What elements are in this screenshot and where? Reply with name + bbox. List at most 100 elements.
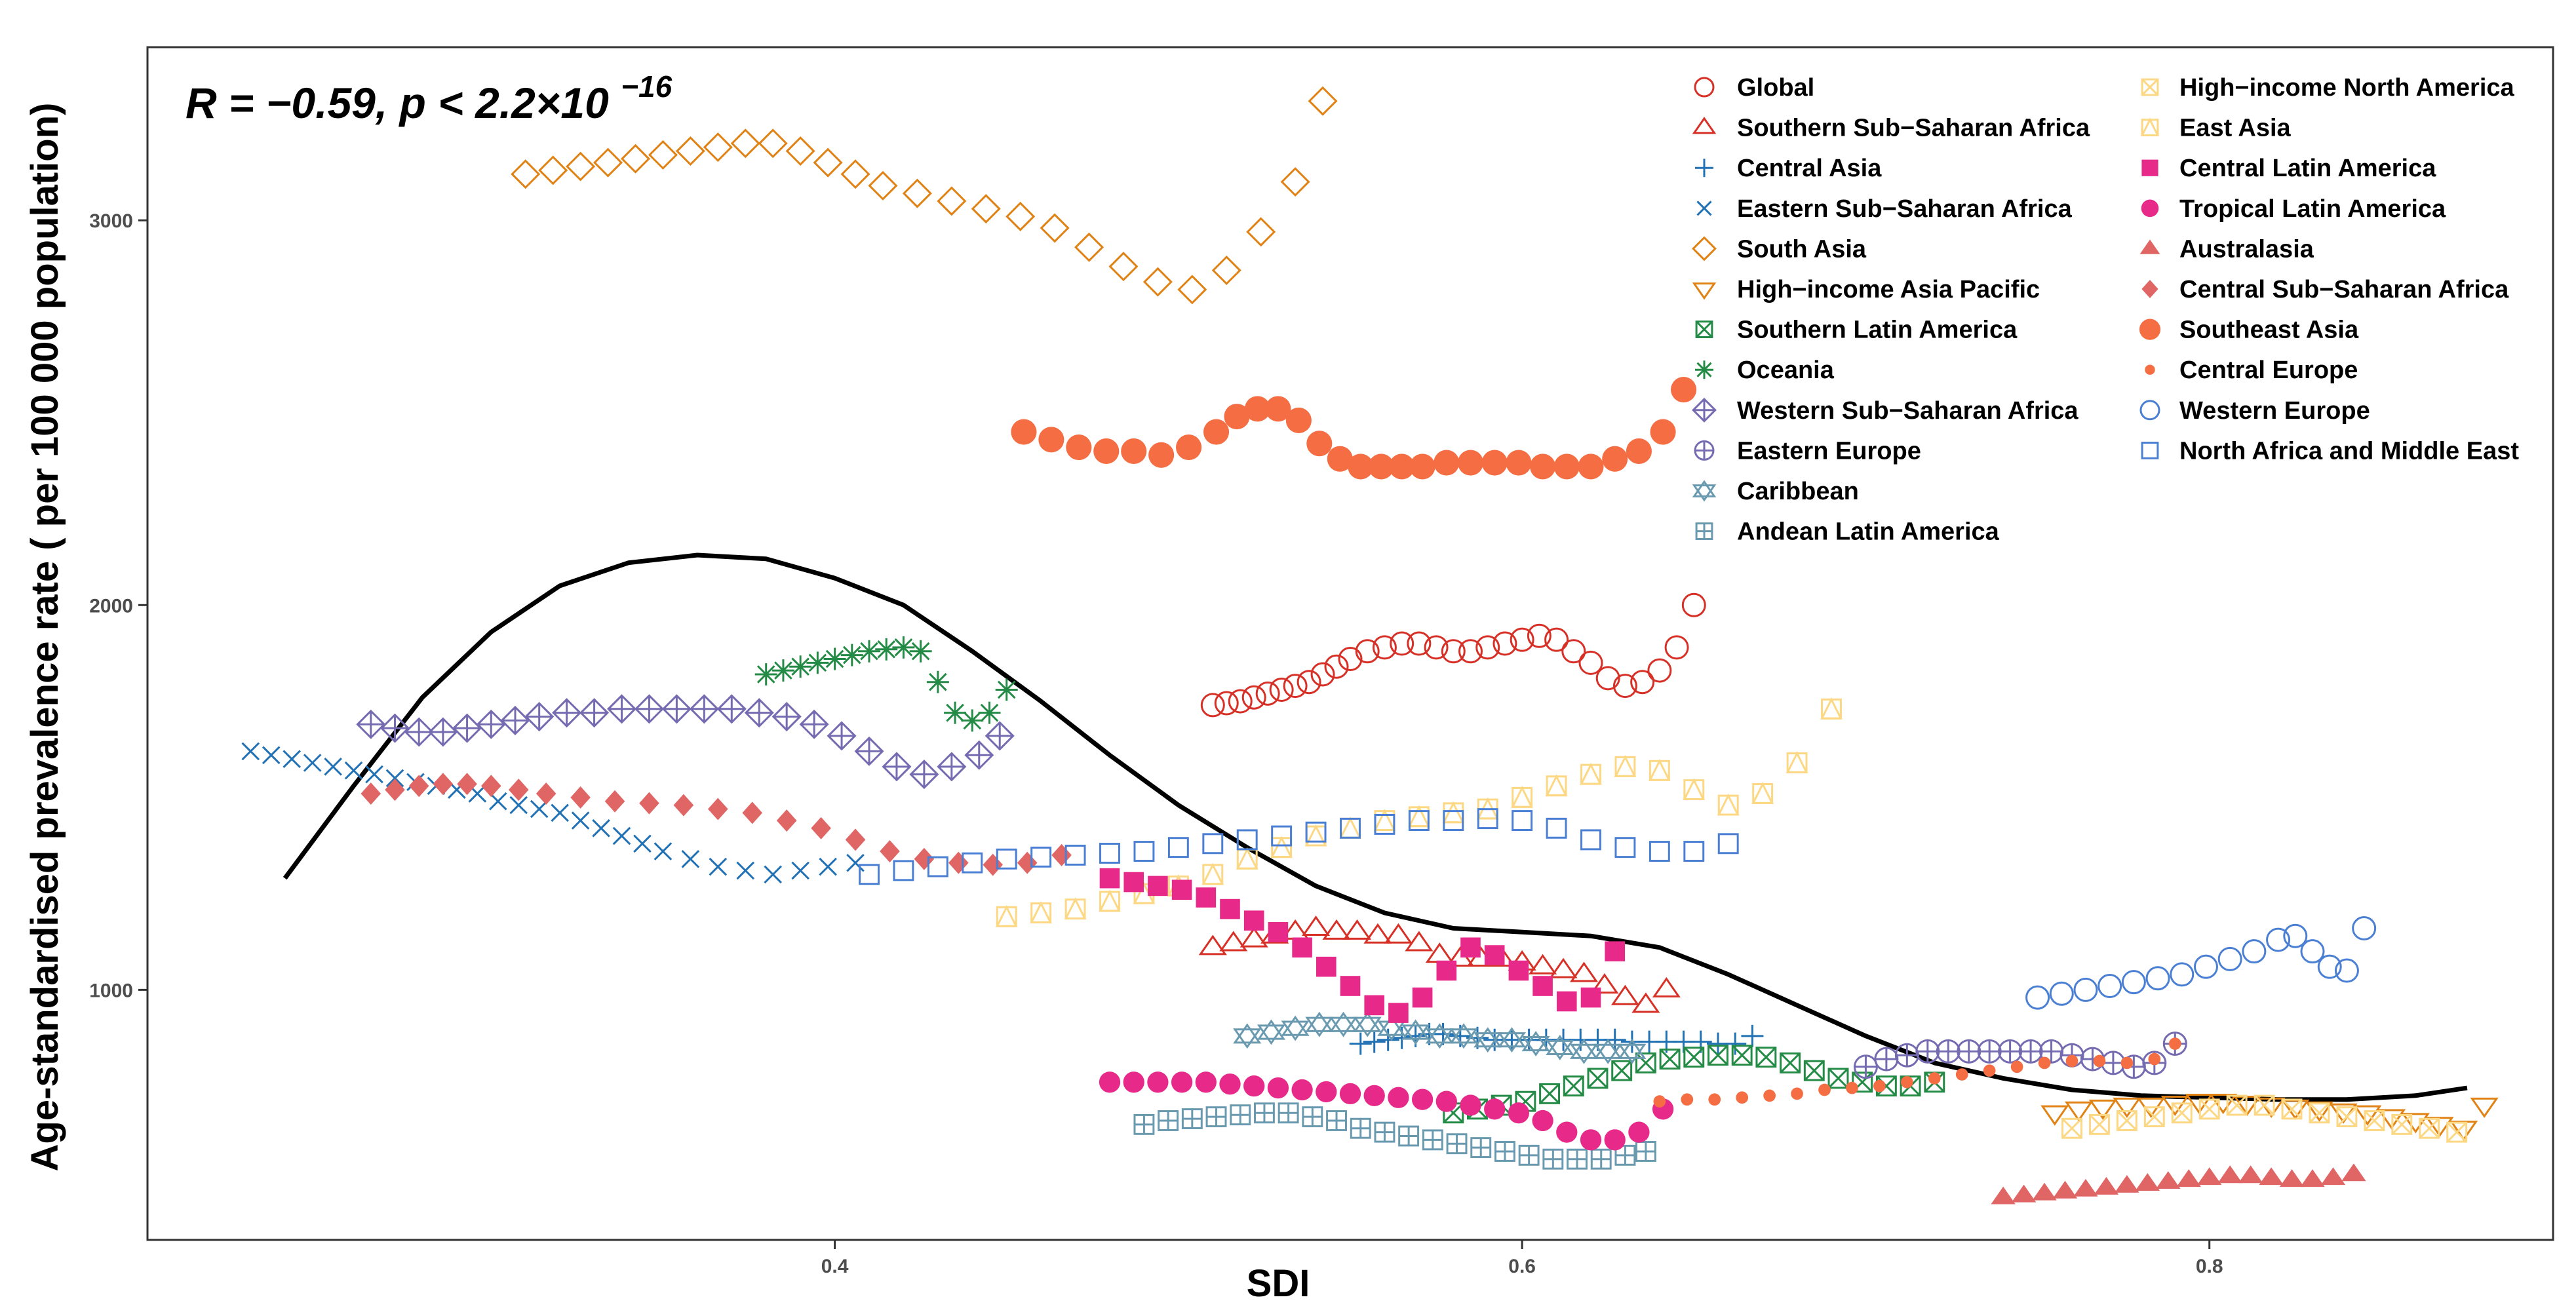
x-tick-label: 0.6: [1508, 1256, 1536, 1277]
legend-symbol: [2139, 318, 2161, 340]
data-point: [1595, 666, 1620, 691]
data-point: [1342, 919, 1372, 940]
data-point: [1233, 1023, 1262, 1049]
data-point: [551, 803, 569, 822]
legend-label: Western Sub−Saharan Africa: [1737, 397, 2078, 425]
data-point: [681, 849, 700, 868]
data-point: [1610, 984, 1639, 1005]
data-point: [385, 769, 404, 788]
data-point: [2038, 1056, 2051, 1070]
data-point: [1236, 829, 1258, 851]
data-point: [708, 798, 728, 820]
data-point: [1846, 1081, 1858, 1094]
legend-symbol: [2140, 117, 2160, 136]
data-point: [2217, 1165, 2242, 1184]
data-point: [2281, 1098, 2303, 1120]
data-point: [2266, 927, 2291, 952]
data-point: [1569, 961, 1599, 982]
data-point: [1484, 1098, 1506, 1120]
data-point: [1425, 1023, 1454, 1049]
series-3: [241, 742, 865, 884]
data-point: [1494, 1141, 1515, 1162]
data-point: [744, 698, 774, 728]
data-point: [1405, 931, 1434, 952]
data-point: [2049, 981, 2074, 1006]
data-point: [978, 701, 1001, 724]
legend-item: Global: [1694, 74, 1814, 102]
data-point: [2121, 970, 2146, 995]
data-point: [538, 155, 568, 185]
data-point: [1652, 976, 1681, 997]
data-point: [661, 694, 692, 724]
data-point: [1349, 1032, 1372, 1055]
data-point: [926, 670, 949, 693]
data-point: [1257, 1019, 1285, 1045]
data-point: [1322, 919, 1351, 940]
data-point: [1011, 419, 1037, 445]
data-point: [1545, 774, 1568, 797]
data-point: [1241, 685, 1266, 710]
data-point: [1401, 1019, 1430, 1045]
data-point: [1364, 995, 1384, 1016]
data-point: [1158, 1110, 1179, 1131]
series-10: [1233, 1011, 1647, 1064]
data-point: [1244, 396, 1270, 422]
data-point: [2113, 1097, 2141, 1118]
data-point: [1305, 1011, 1334, 1037]
data-point: [1030, 901, 1053, 923]
data-point: [1198, 935, 1227, 955]
data-point: [1628, 1121, 1650, 1143]
data-point: [1329, 1011, 1358, 1037]
data-point: [2073, 1178, 2098, 1197]
data-point: [1578, 650, 1603, 675]
data-point: [2352, 916, 2377, 940]
data-point: [1493, 631, 1517, 656]
data-point: [964, 740, 994, 770]
data-point: [1681, 592, 1706, 617]
data-point: [1305, 821, 1327, 843]
data-point: [511, 159, 541, 189]
legend-item: Andean Latin America: [1695, 518, 2000, 546]
data-point: [1549, 957, 1578, 978]
data-point: [1508, 1102, 1530, 1124]
data-point: [2073, 977, 2098, 1002]
legend-label: Southern Sub−Saharan Africa: [1737, 115, 2090, 142]
data-point: [1649, 841, 1670, 862]
legend-symbol: [1694, 77, 1715, 98]
data-point: [1389, 453, 1415, 480]
data-point: [2148, 1052, 2161, 1066]
data-point: [1915, 1039, 1940, 1064]
data-point: [283, 750, 302, 768]
data-point: [1936, 1039, 1961, 1064]
legend-item: Eastern Europe: [1694, 437, 1921, 465]
data-point: [536, 782, 556, 805]
data-point: [2364, 1110, 2385, 1131]
data-point: [1614, 837, 1636, 859]
data-point: [1449, 1023, 1478, 1049]
y-tick-label: 1000: [89, 980, 133, 1001]
data-point: [1133, 1113, 1155, 1135]
y-tick-label: 3000: [89, 210, 133, 232]
data-point: [2320, 1167, 2346, 1186]
plot-frame: [146, 46, 2554, 1241]
data-point: [2353, 1105, 2382, 1126]
legend-item: South Asia: [1692, 235, 1867, 263]
legend-item: Tropical Latin America: [2141, 195, 2446, 223]
data-point: [1820, 697, 1843, 720]
data-point: [2032, 1182, 2057, 1201]
legend-label: Central Asia: [1737, 155, 1882, 182]
data-point: [1374, 1121, 1395, 1143]
data-point: [324, 758, 342, 776]
data-point: [2446, 1121, 2468, 1143]
data-point: [1546, 817, 1567, 839]
trend-line: [283, 552, 2468, 1102]
data-point: [2425, 1117, 2454, 1138]
data-point: [909, 640, 932, 663]
data-point: [1818, 1083, 1831, 1096]
data-point: [1894, 1043, 1919, 1068]
data-point: [1316, 956, 1337, 977]
data-point: [2419, 1117, 2440, 1139]
data-point: [1324, 654, 1349, 679]
data-point: [344, 761, 363, 780]
legend-item: East Asia: [2140, 115, 2292, 142]
